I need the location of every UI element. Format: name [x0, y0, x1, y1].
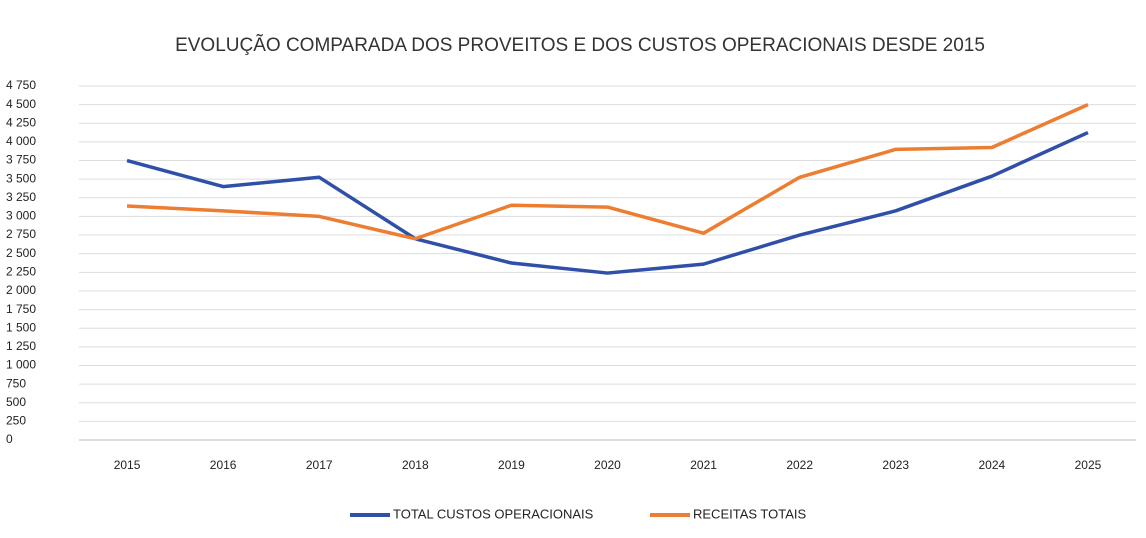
- y-tick-label: 4 500: [6, 97, 36, 111]
- y-tick-label: 500: [6, 395, 26, 409]
- legend-label: RECEITAS TOTAIS: [693, 506, 807, 521]
- y-tick-label: 3 000: [6, 209, 36, 223]
- y-tick-label: 2 000: [6, 283, 36, 297]
- y-tick-label: 3 500: [6, 171, 36, 185]
- y-tick-label: 4 250: [6, 115, 36, 129]
- y-tick-label: 0: [6, 432, 13, 446]
- x-tick-label: 2020: [594, 458, 621, 472]
- y-tick-label: 4 750: [6, 78, 36, 92]
- y-tick-label: 1 500: [6, 320, 36, 334]
- y-tick-label: 4 000: [6, 134, 36, 148]
- y-tick-label: 2 750: [6, 227, 36, 241]
- line-series: [126, 103, 1089, 241]
- y-tick-label: 250: [6, 414, 26, 428]
- x-tick-label: 2016: [210, 458, 237, 472]
- x-tick-label: 2019: [498, 458, 525, 472]
- line-series: [126, 130, 1089, 275]
- y-tick-label: 3 250: [6, 190, 36, 204]
- x-tick-label: 2021: [690, 458, 717, 472]
- x-tick-label: 2018: [402, 458, 429, 472]
- y-tick-label: 1 750: [6, 302, 36, 316]
- x-tick-label: 2025: [1075, 458, 1102, 472]
- x-tick-label: 2017: [306, 458, 333, 472]
- legend-label: TOTAL CUSTOS OPERACIONAIS: [393, 506, 594, 521]
- y-tick-label: 1 250: [6, 339, 36, 353]
- y-tick-label: 750: [6, 376, 26, 390]
- y-tick-label: 2 250: [6, 264, 36, 278]
- y-tick-label: 2 500: [6, 246, 36, 260]
- y-tick-label: 3 750: [6, 153, 36, 167]
- x-tick-label: 2023: [882, 458, 909, 472]
- x-tick-label: 2022: [786, 458, 813, 472]
- y-tick-label: 1 000: [6, 358, 36, 372]
- x-tick-label: 2015: [114, 458, 141, 472]
- x-tick-label: 2024: [979, 458, 1006, 472]
- chart-title: EVOLUÇÃO COMPARADA DOS PROVEITOS E DOS C…: [175, 34, 985, 56]
